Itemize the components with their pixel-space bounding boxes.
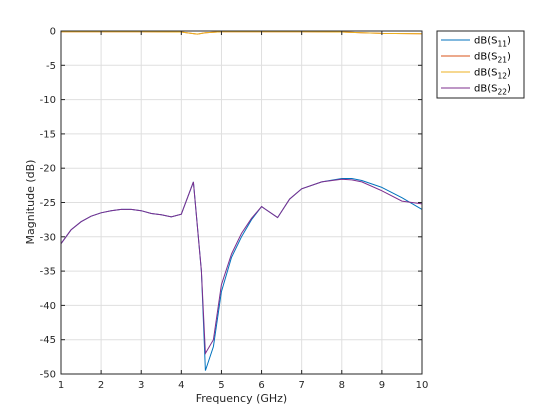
x-tick-label: 9 xyxy=(379,380,385,391)
x-tick-label: 5 xyxy=(218,380,224,391)
axis-ticks: 1 2 3 4 5 6 7 8 9 10 0 -5 -10 -15 -20 -25 -30 -35 -40 -45 -5… xyxy=(40,27,429,392)
y-tick-label: -20 xyxy=(40,164,56,175)
legend-box xyxy=(436,30,525,99)
y-tick-label: -50 xyxy=(40,370,56,381)
series-line-s22 xyxy=(60,178,423,356)
legend-label: dB(S21) xyxy=(474,52,511,65)
x-tick-label: 10 xyxy=(416,380,429,391)
x-tick-label: 6 xyxy=(258,380,264,391)
x-tick-label: 4 xyxy=(178,380,184,391)
x-tick-label: 3 xyxy=(138,380,144,391)
x-tick-label: 8 xyxy=(339,380,345,391)
y-tick-label: 0 xyxy=(50,27,56,38)
legend-label: dB(S22) xyxy=(474,84,511,97)
legend: dB(S11) dB(S21) dB(S12) dB(S22) xyxy=(436,30,525,99)
y-axis-label: Magnitude (dB) xyxy=(24,160,37,245)
x-tick-label: 7 xyxy=(298,380,304,391)
y-tick-label: -35 xyxy=(40,267,56,278)
x-tick-label: 2 xyxy=(98,380,104,391)
y-tick-label: -10 xyxy=(40,95,56,106)
legend-label: dB(S12) xyxy=(474,68,511,81)
y-tick-label: -45 xyxy=(40,335,56,346)
y-tick-label: -15 xyxy=(40,129,56,140)
series-group xyxy=(60,31,423,371)
y-tick-label: -5 xyxy=(46,61,56,72)
x-tick-label: 1 xyxy=(58,380,64,391)
y-tick-label: -40 xyxy=(40,301,56,312)
x-axis-label: Frequency (GHz) xyxy=(196,392,287,405)
grid xyxy=(61,31,422,374)
legend-label: dB(S11) xyxy=(474,36,511,49)
y-tick-label: -25 xyxy=(40,198,56,209)
y-tick-label: -30 xyxy=(40,232,56,243)
series-line-s12 xyxy=(61,31,423,35)
